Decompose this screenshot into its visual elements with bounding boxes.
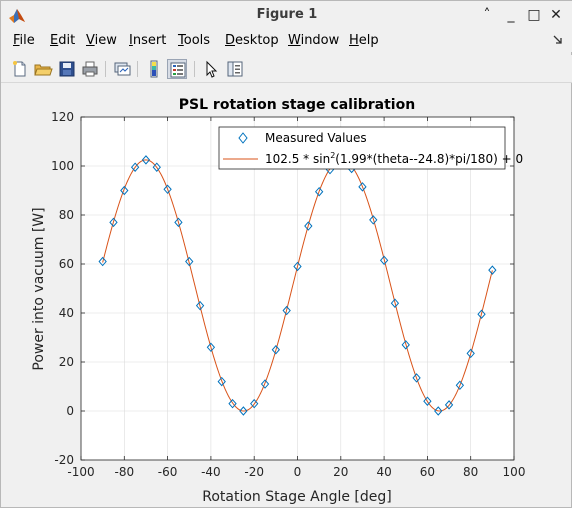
- data-point: [455, 380, 465, 391]
- close-button[interactable]: ✕: [550, 7, 562, 23]
- data-point: [152, 162, 161, 172]
- menu-window[interactable]: Window: [288, 33, 340, 48]
- collapse-button[interactable]: ˄: [483, 7, 491, 23]
- legend-marker-diamond: [238, 132, 248, 144]
- plot-axes[interactable]: -100 -80 -60 -40 -20 0 20 40 60 80 100 -20 0 20 40 60 8…: [8, 87, 566, 505]
- data-point: [390, 298, 400, 308]
- data-point: [444, 400, 454, 410]
- new-figure-icon[interactable]: [10, 59, 30, 79]
- y-tick-label: 40: [59, 306, 74, 320]
- print-icon[interactable]: [80, 59, 100, 79]
- resize-edge[interactable]: [567, 413, 571, 441]
- legend-label-measured: Measured Values: [265, 131, 367, 145]
- data-point: [163, 184, 172, 195]
- legend-icon[interactable]: [167, 59, 187, 79]
- x-tick-label: -80: [114, 465, 134, 479]
- colorbar-icon[interactable]: [144, 59, 164, 79]
- data-point: [206, 342, 216, 353]
- fit-line: [102, 159, 493, 412]
- data-point: [412, 373, 421, 383]
- data-point: [304, 221, 313, 231]
- legend-label-fit: 102.5 * sin2(1.99*(theta--24.8)*pi/180) …: [265, 151, 523, 166]
- x-tick-label: -20: [244, 465, 264, 479]
- data-point: [314, 186, 324, 197]
- data-point: [271, 344, 281, 355]
- x-tick-label: 20: [333, 465, 348, 479]
- data-point: [174, 217, 183, 228]
- y-tick-label: 100: [51, 159, 74, 173]
- save-icon[interactable]: [57, 59, 77, 79]
- chart-title: PSL rotation stage calibration: [179, 97, 415, 113]
- data-point: [120, 185, 129, 196]
- data-point: [477, 309, 486, 319]
- y-axis-label: Power into vacuum [W]: [31, 207, 47, 370]
- menu-tools[interactable]: Tools: [178, 33, 211, 48]
- y-tick-label: 120: [51, 110, 74, 124]
- data-point: [379, 255, 389, 266]
- matlab-logo-icon: [8, 7, 26, 25]
- data-point: [423, 396, 432, 406]
- data-point: [358, 182, 367, 192]
- y-tick-label: 20: [59, 355, 74, 369]
- y-tick-label: 60: [59, 257, 74, 271]
- data-point: [109, 217, 118, 228]
- legend-box: [218, 126, 506, 170]
- open-file-icon[interactable]: [33, 59, 53, 79]
- legend[interactable]: Measured Values 102.5 * sin2(1.99*(theta…: [218, 126, 523, 170]
- menu-insert[interactable]: Insert: [129, 33, 167, 48]
- toolbar-separator: [105, 61, 106, 77]
- data-point: [130, 162, 140, 172]
- x-tick-label: -40: [201, 465, 221, 479]
- property-inspector-icon[interactable]: [225, 59, 245, 79]
- x-tick-label: 80: [463, 465, 478, 479]
- x-tick-label: 0: [294, 465, 302, 479]
- window-title: Figure 1: [256, 7, 318, 22]
- x-axis-label: Rotation Stage Angle [deg]: [202, 489, 392, 505]
- menu-bar: File Edit View Insert Tools Desktop Wind…: [1, 30, 572, 52]
- maximize-button[interactable]: □: [527, 7, 541, 23]
- y-tick-label: 80: [59, 208, 74, 222]
- link-plot-icon[interactable]: [112, 59, 132, 79]
- data-point: [228, 398, 237, 409]
- x-tick-label: 40: [376, 465, 391, 479]
- x-tick-label: 60: [420, 465, 435, 479]
- x-tick-label: -100: [67, 465, 94, 479]
- data-point: [488, 265, 497, 275]
- data-point: [401, 340, 410, 350]
- menu-edit[interactable]: Edit: [50, 33, 76, 48]
- x-tick-label: -60: [158, 465, 178, 479]
- figure-toolbar: [1, 55, 572, 83]
- y-axis-ticks: -20 0 20 40 60 80 100 120: [51, 110, 514, 467]
- y-tick-label: 0: [66, 404, 74, 418]
- data-point: [195, 300, 205, 311]
- data-point: [185, 256, 194, 267]
- data-point: [217, 376, 226, 387]
- title-bar[interactable]: Figure 1 ˄ _ □ ✕: [1, 1, 572, 30]
- data-point: [260, 379, 270, 389]
- x-axis-ticks: -100 -80 -60 -40 -20 0 20 40 60 80 100: [67, 117, 525, 479]
- figure-canvas: -100 -80 -60 -40 -20 0 20 40 60 80 100 -20 0 20 40 60 8…: [8, 87, 566, 505]
- edit-plot-icon[interactable]: [201, 59, 221, 79]
- toolbar-separator: [194, 61, 195, 77]
- data-point: [250, 398, 259, 409]
- dock-arrow-icon[interactable]: [553, 33, 563, 47]
- menu-help[interactable]: Help: [349, 33, 379, 48]
- data-point: [369, 215, 378, 225]
- toolbar-separator: [137, 61, 138, 77]
- fit-curve: [102, 159, 493, 412]
- data-point: [98, 256, 107, 267]
- data-point: [282, 305, 291, 316]
- data-point: [293, 261, 302, 272]
- menu-desktop[interactable]: Desktop: [225, 33, 279, 48]
- menu-view[interactable]: View: [86, 33, 117, 48]
- data-point: [141, 155, 151, 165]
- menu-file[interactable]: File: [13, 33, 35, 48]
- x-tick-label: 100: [503, 465, 526, 479]
- data-point: [239, 406, 248, 416]
- data-point: [434, 406, 443, 416]
- data-point: [466, 348, 475, 359]
- minimize-button[interactable]: _: [507, 7, 515, 23]
- y-tick-label: -20: [54, 453, 74, 467]
